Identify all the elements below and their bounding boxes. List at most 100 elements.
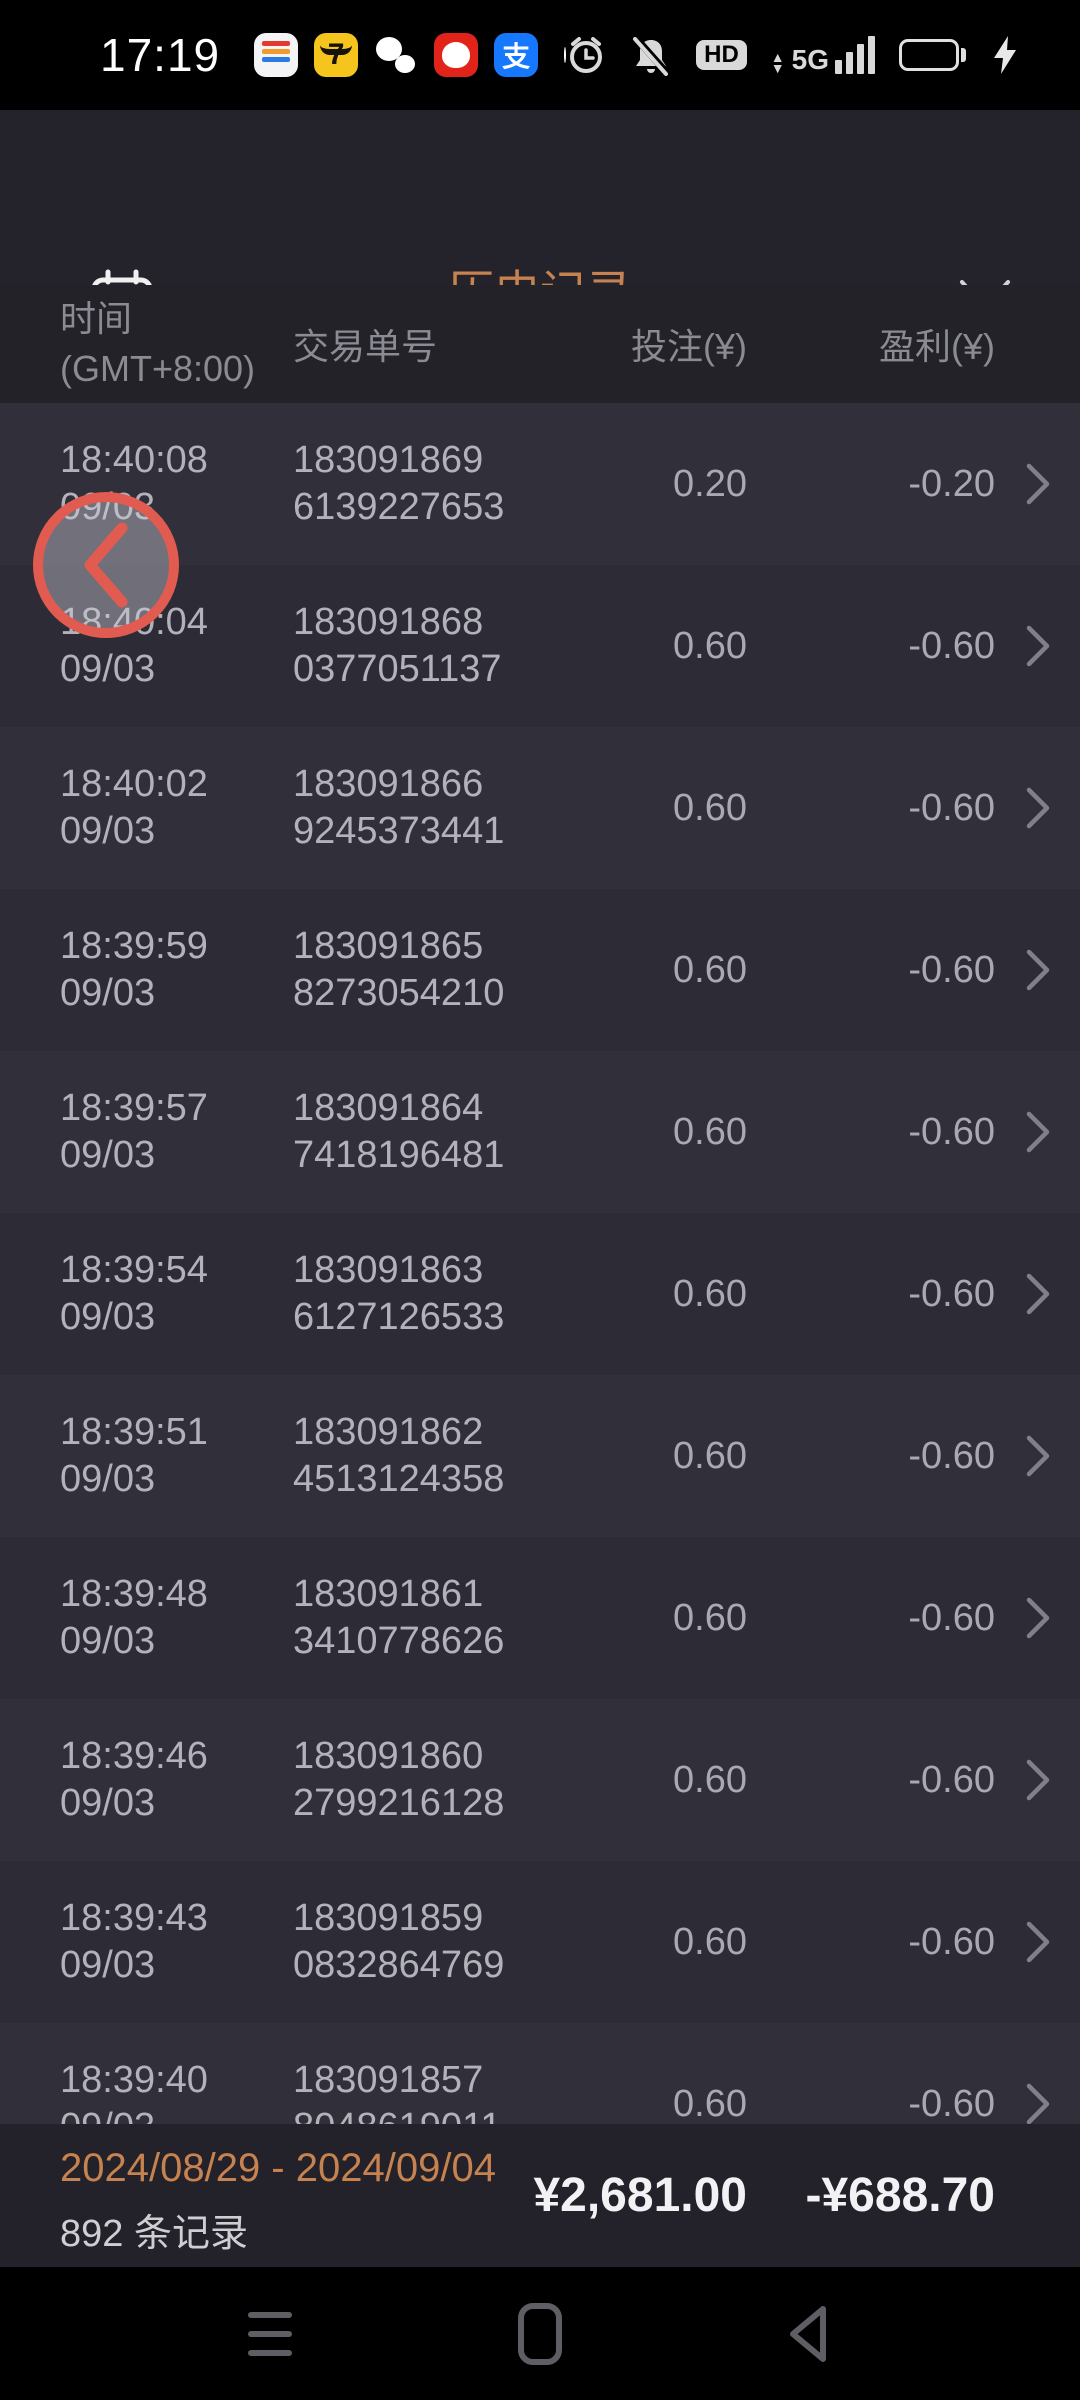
wechat-app-icon	[374, 33, 418, 77]
seven-glyph: 7	[327, 38, 345, 71]
row-order-no: 183091869 6139227653	[293, 439, 505, 528]
seven-cat-app-icon: 7	[314, 33, 359, 77]
row-order-no: 183091862 4513124358	[293, 1411, 505, 1500]
chevron-right-icon	[1026, 625, 1049, 667]
row-bet: 0.60	[673, 2082, 747, 2125]
notification-dot	[564, 47, 567, 63]
table-row[interactable]: 18:39:43 09/03 183091859 0832864769 0.60…	[0, 1861, 1080, 2023]
table-row[interactable]: 18:39:48 09/03 183091861 3410778626 0.60…	[0, 1537, 1080, 1699]
back-button[interactable]	[770, 2267, 850, 2400]
chevron-right-icon	[1026, 2083, 1049, 2125]
row-time: 18:39:54 09/03	[60, 1249, 208, 1338]
row-order-no: 183091860 2799216128	[293, 1735, 505, 1824]
row-profit: -0.20	[908, 462, 995, 505]
data-arrows-icon: ▲ ▼	[770, 49, 785, 76]
chevron-right-icon	[1026, 1759, 1049, 1801]
row-order-no: 183091859 0832864769	[293, 1897, 505, 1986]
notification-icons: 7 支	[254, 33, 539, 77]
row-order-no: 183091868 0377051137	[293, 601, 502, 690]
row-time: 18:39:57 09/03	[60, 1087, 208, 1176]
row-profit: -0.60	[908, 1920, 995, 1963]
chevron-right-icon	[1026, 1273, 1049, 1315]
table-row[interactable]: 18:39:57 09/03 183091864 7418196481 0.60…	[0, 1051, 1080, 1213]
row-order-no: 183091866 9245373441	[293, 763, 505, 852]
column-profit: 盈利(¥)	[879, 326, 995, 367]
battery-icon	[899, 39, 966, 71]
row-bet: 0.20	[673, 462, 747, 505]
column-order-no: 交易单号	[293, 326, 438, 367]
row-bet: 0.60	[673, 1920, 747, 1963]
history-list: 18:40:08 09/03 183091869 6139227653 0.20…	[0, 403, 1080, 2267]
row-bet: 0.60	[673, 624, 747, 667]
row-time: 18:40:02 09/03	[60, 763, 208, 852]
row-order-no: 183091863 6127126533	[293, 1249, 505, 1338]
status-right-icons: HD ▲ ▼ 5G	[566, 34, 1020, 76]
row-order-no: 183091865 8273054210	[293, 925, 505, 1014]
summary-total-bet: ¥2,681.00	[533, 2169, 747, 2222]
home-button[interactable]	[500, 2267, 580, 2400]
row-profit: -0.60	[908, 2082, 995, 2125]
row-bet: 0.60	[673, 948, 747, 991]
row-time: 18:39:46 09/03	[60, 1735, 208, 1824]
chevron-right-icon	[1026, 787, 1049, 829]
app-header: 历史记录 2024/08/29 - 2024/09/04	[0, 110, 1080, 360]
row-time: 18:39:51 09/03	[60, 1411, 208, 1500]
table-row[interactable]: 18:39:46 09/03 183091860 2799216128 0.60…	[0, 1699, 1080, 1861]
table-row[interactable]: 18:39:51 09/03 183091862 4513124358 0.60…	[0, 1375, 1080, 1537]
row-bet: 0.60	[673, 1272, 747, 1315]
table-row[interactable]: 18:40:08 09/03 183091869 6139227653 0.20…	[0, 403, 1080, 565]
clock-time: 17:19	[100, 29, 221, 81]
row-bet: 0.60	[673, 1596, 747, 1639]
table-row[interactable]: 18:39:59 09/03 183091865 8273054210 0.60…	[0, 889, 1080, 1051]
row-bet: 0.60	[673, 1758, 747, 1801]
android-nav-bar	[0, 2267, 1080, 2400]
row-profit: -0.60	[908, 1434, 995, 1477]
row-profit: -0.60	[908, 1110, 995, 1153]
chevron-right-icon	[1026, 949, 1049, 991]
row-profit: -0.60	[908, 786, 995, 829]
row-bet: 0.60	[673, 1110, 747, 1153]
row-time: 18:39:43 09/03	[60, 1897, 208, 1986]
summary-footer: 2024/08/29 - 2024/09/04 892 条记录 ¥2,681.0…	[0, 2124, 1080, 2267]
wallet-app-icon	[254, 33, 299, 77]
hd-badge: HD	[696, 40, 747, 70]
signal-5g-icon: ▲ ▼ 5G	[770, 36, 875, 76]
charging-bolt-icon	[994, 36, 1016, 74]
summary-date-range: 2024/08/29 - 2024/09/04	[60, 2146, 496, 2190]
chevron-right-icon	[1026, 1435, 1049, 1477]
row-profit: -0.60	[908, 1272, 995, 1315]
row-profit: -0.60	[908, 1758, 995, 1801]
floating-back-button[interactable]	[33, 492, 179, 638]
recents-button[interactable]	[230, 2267, 310, 2400]
chevron-right-icon	[1026, 1111, 1049, 1153]
chevron-left-icon	[84, 522, 128, 608]
row-profit: -0.60	[908, 1596, 995, 1639]
row-time: 18:39:48 09/03	[60, 1573, 208, 1662]
alipay-app-icon: 支	[494, 33, 539, 77]
table-column-header: 时间 (GMT+8:00) 交易单号 投注(¥) 盈利(¥)	[0, 285, 1080, 403]
summary-record-count: 892 条记录	[60, 2213, 248, 2255]
column-bet: 投注(¥)	[631, 326, 747, 367]
back-triangle-icon	[790, 2305, 826, 2362]
table-row[interactable]: 18:39:54 09/03 183091863 6127126533 0.60…	[0, 1213, 1080, 1375]
row-order-no: 183091861 3410778626	[293, 1573, 505, 1662]
row-bet: 0.60	[673, 1434, 747, 1477]
status-bar: 17:19 7 支 HD ▲ ▼	[0, 0, 1080, 110]
chevron-right-icon	[1026, 1921, 1049, 1963]
jd-app-icon	[434, 33, 479, 77]
alarm-clock-icon	[570, 37, 603, 73]
row-order-no: 183091864 7418196481	[293, 1087, 505, 1176]
table-row[interactable]: 18:40:04 09/03 183091868 0377051137 0.60…	[0, 565, 1080, 727]
chevron-right-icon	[1026, 1597, 1049, 1639]
row-profit: -0.60	[908, 624, 995, 667]
alipay-glyph: 支	[502, 41, 531, 72]
row-bet: 0.60	[673, 786, 747, 829]
network-type-label: 5G	[791, 44, 829, 75]
row-time: 18:39:59 09/03	[60, 925, 208, 1014]
column-time: 时间 (GMT+8:00)	[60, 298, 256, 389]
notifications-off-icon	[632, 34, 670, 76]
summary-total-profit: -¥688.70	[805, 2169, 996, 2222]
row-profit: -0.60	[908, 948, 995, 991]
table-row[interactable]: 18:40:02 09/03 183091866 9245373441 0.60…	[0, 727, 1080, 889]
